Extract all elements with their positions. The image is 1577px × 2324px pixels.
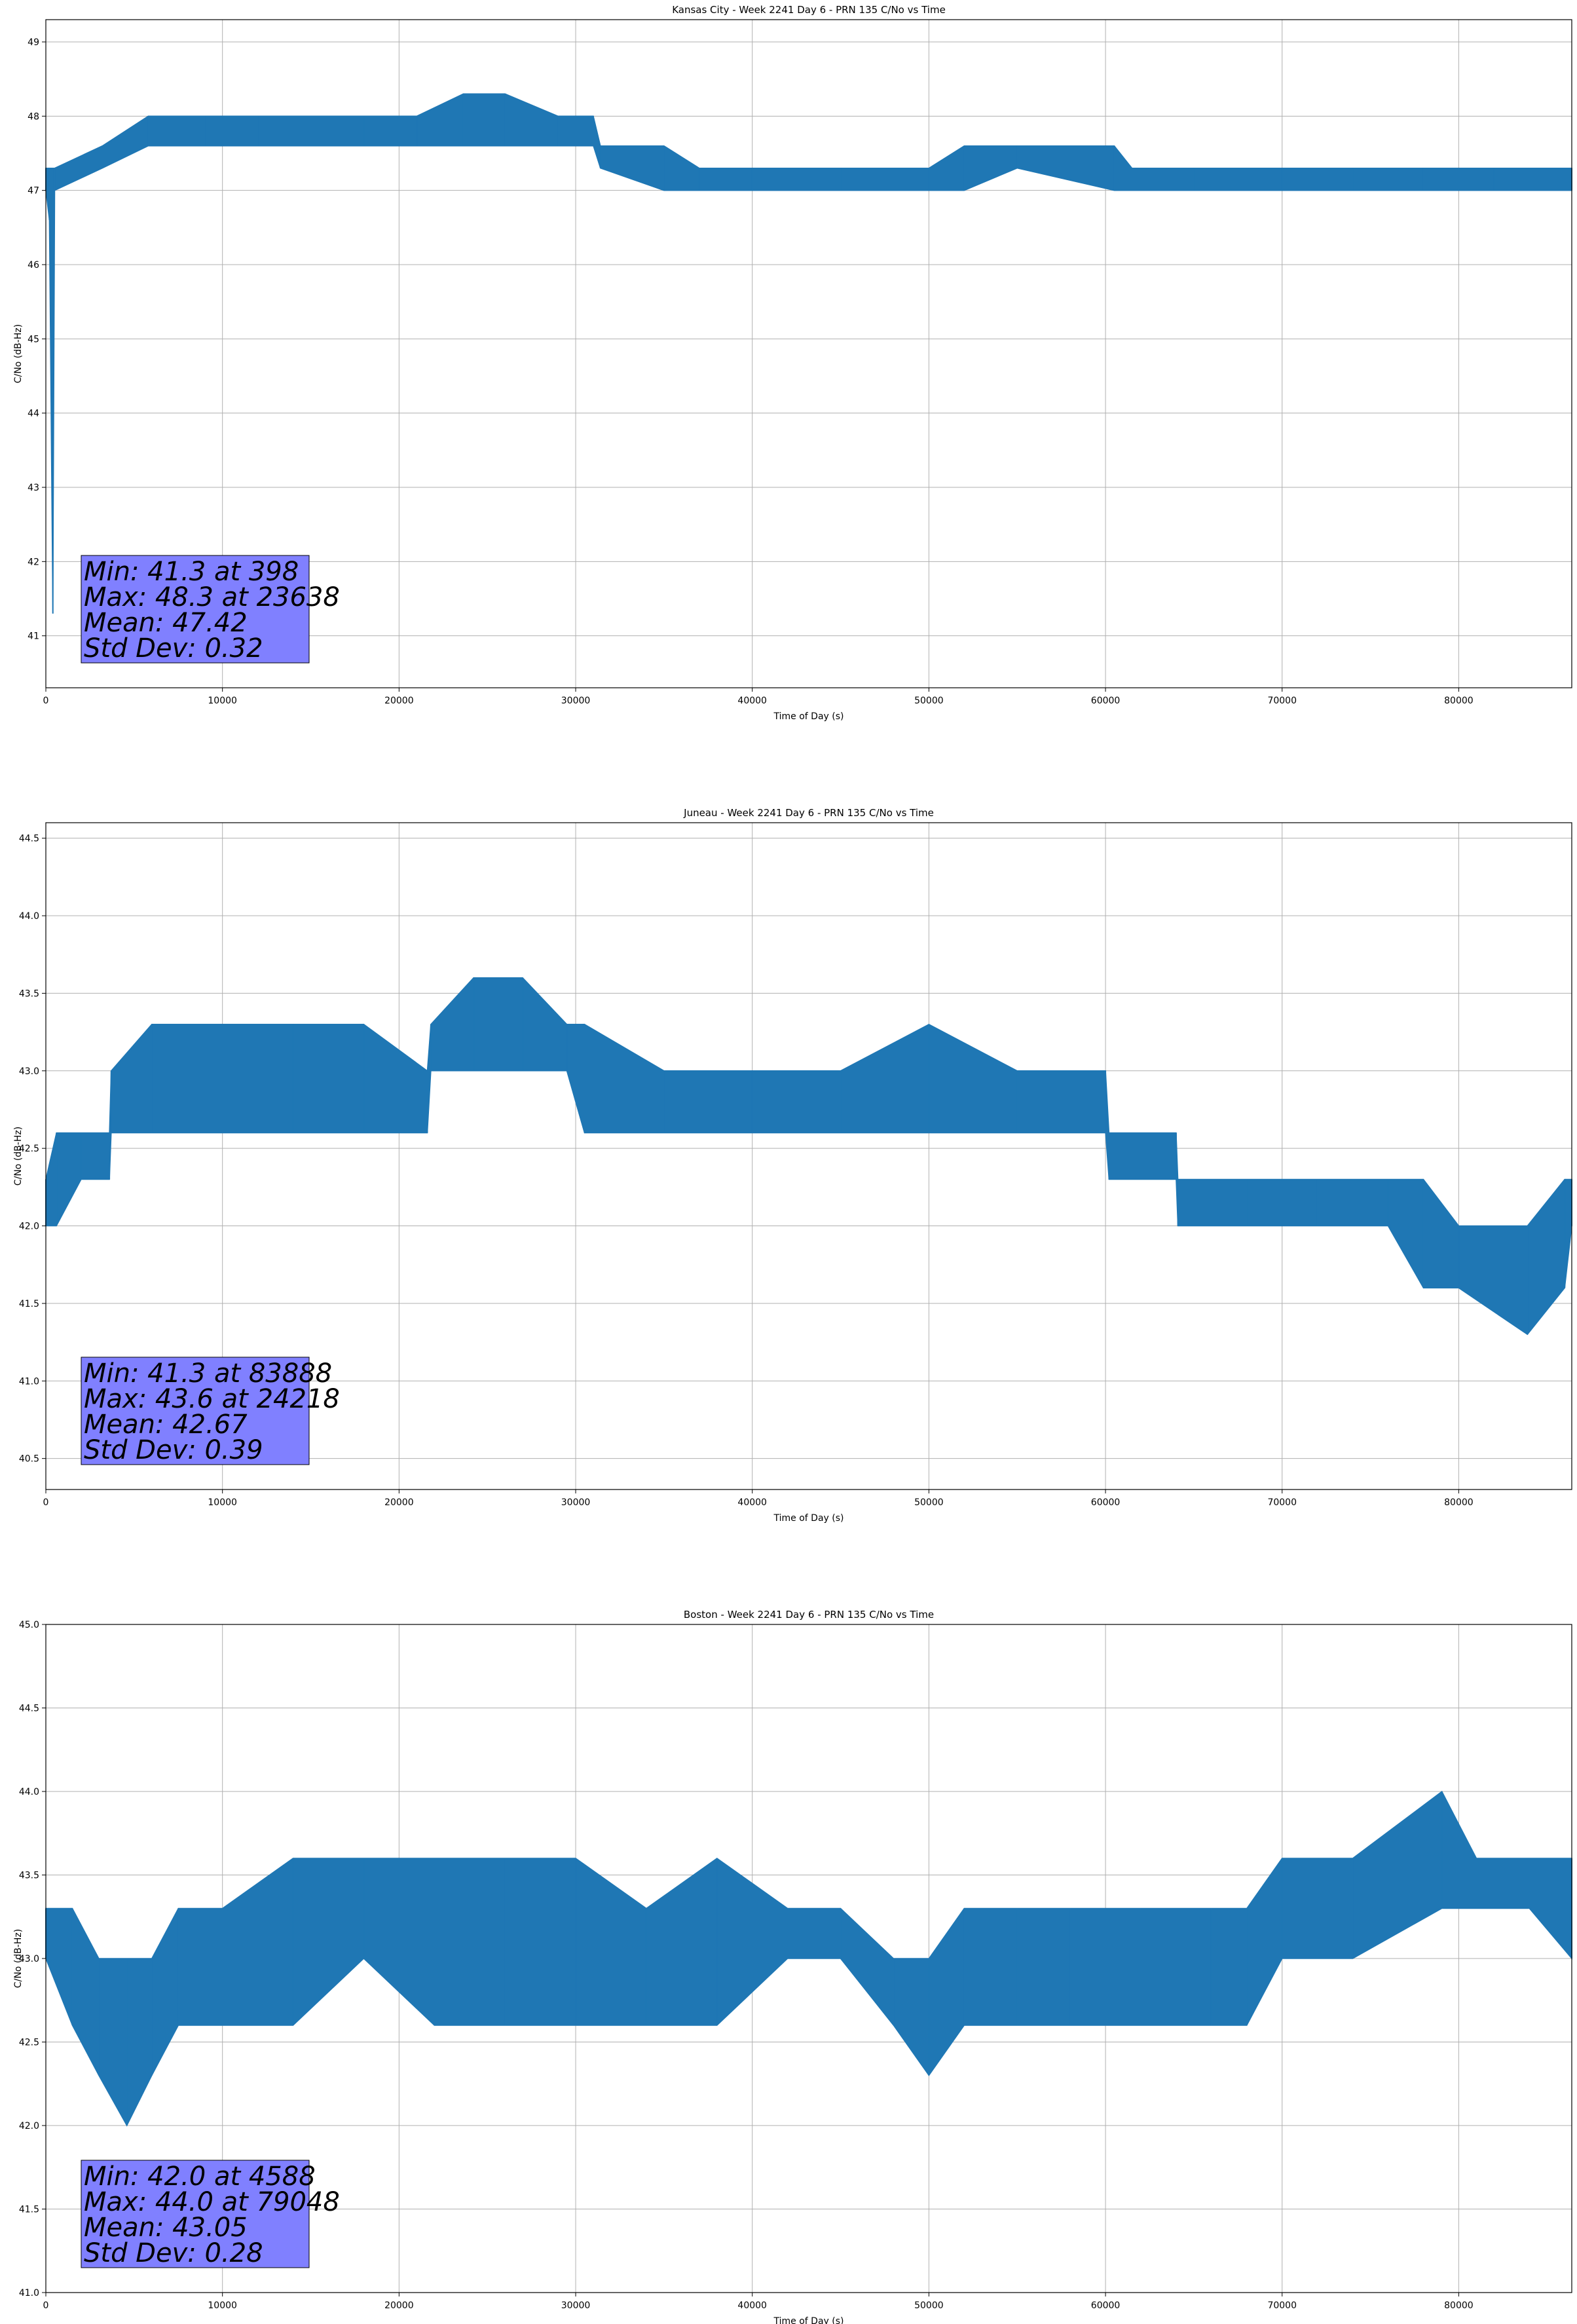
- x-tick-label: 20000: [384, 1497, 414, 1508]
- y-tick-label: 41.0: [19, 1376, 39, 1387]
- plot-frame: [45, 19, 1572, 688]
- y-tick-label: 44.0: [19, 911, 39, 922]
- x-tick-label: 70000: [1267, 2300, 1297, 2311]
- x-tick-label: 20000: [384, 696, 414, 706]
- stats-box: [81, 1357, 310, 1465]
- y-tick-label: 42.0: [19, 1222, 39, 1232]
- y-tick-label: 41.5: [19, 1299, 39, 1309]
- stats-max: Max: 44.0 at 79048: [84, 2187, 340, 2217]
- series-band: [45, 1790, 1572, 2127]
- chart-title: Kansas City - Week 2241 Day 6 - PRN 135 …: [672, 4, 946, 16]
- stats-mean: Mean: 47.42: [84, 608, 248, 638]
- y-tick-label: 48: [28, 111, 39, 122]
- stats-std: Std Dev: 0.32: [84, 633, 263, 664]
- x-tick-label: 80000: [1444, 2300, 1474, 2311]
- y-tick-label: 40.5: [19, 1454, 39, 1465]
- y-axis-label: C/No (dB-Hz): [13, 1127, 24, 1186]
- series-band: [45, 93, 1572, 614]
- y-tick-label: 44: [28, 409, 39, 419]
- x-tick-label: 40000: [737, 1497, 767, 1508]
- x-tick-label: 70000: [1267, 1497, 1297, 1508]
- stats-max: Max: 43.6 at 24218: [84, 1384, 340, 1414]
- y-tick-label: 42.0: [19, 2121, 39, 2131]
- x-tick-label: 0: [43, 1497, 49, 1508]
- y-tick-label: 43.0: [19, 1954, 39, 1964]
- x-tick-label: 50000: [914, 1497, 944, 1508]
- y-tick-label: 46: [28, 260, 39, 271]
- x-tick-label: 80000: [1444, 1497, 1474, 1508]
- x-tick-label: 50000: [914, 2300, 944, 2311]
- y-tick-label: 49: [28, 37, 39, 48]
- x-tick-label: 70000: [1267, 696, 1297, 706]
- x-tick-label: 60000: [1091, 1497, 1121, 1508]
- x-axis-label: Time of Day (s): [773, 1513, 844, 1524]
- stats-max: Max: 48.3 at 23638: [84, 582, 340, 612]
- stats-std: Std Dev: 0.28: [84, 2238, 263, 2268]
- x-axis-label: Time of Day (s): [773, 711, 844, 722]
- stats-mean: Mean: 42.67: [84, 1410, 248, 1440]
- x-tick-label: 30000: [561, 1497, 591, 1508]
- y-tick-label: 45.0: [19, 1620, 39, 1630]
- y-tick-label: 43: [28, 483, 39, 493]
- chart-title: Juneau - Week 2241 Day 6 - PRN 135 C/No …: [683, 807, 934, 819]
- x-tick-label: 0: [43, 2300, 49, 2311]
- x-tick-label: 10000: [208, 2300, 237, 2311]
- y-tick-label: 47: [28, 186, 39, 197]
- y-tick-label: 44.0: [19, 1787, 39, 1797]
- x-tick-label: 10000: [208, 1497, 237, 1508]
- y-tick-label: 42: [28, 557, 39, 567]
- y-tick-label: 41.0: [19, 2288, 39, 2298]
- stats-min: Min: 41.3 at 83888: [84, 1359, 332, 1389]
- x-axis-label: Time of Day (s): [773, 2316, 844, 2324]
- x-tick-label: 60000: [1091, 696, 1121, 706]
- y-tick-label: 44.5: [19, 1704, 39, 1714]
- stats-min: Min: 41.3 at 398: [84, 557, 299, 587]
- y-tick-label: 41.5: [19, 2205, 39, 2215]
- y-tick-label: 42.5: [19, 1144, 39, 1154]
- x-tick-label: 10000: [208, 696, 237, 706]
- x-tick-label: 40000: [737, 696, 767, 706]
- y-tick-label: 45: [28, 334, 39, 345]
- stats-box: [81, 555, 310, 664]
- y-tick-label: 41: [28, 631, 39, 642]
- stats-box: [81, 2160, 310, 2268]
- x-tick-label: 80000: [1444, 696, 1474, 706]
- x-tick-label: 0: [43, 696, 49, 706]
- stats-std: Std Dev: 0.39: [84, 1435, 263, 1465]
- stats-min: Min: 42.0 at 4588: [84, 2162, 316, 2192]
- x-tick-label: 30000: [561, 2300, 591, 2311]
- x-tick-label: 50000: [914, 696, 944, 706]
- x-tick-label: 60000: [1091, 2300, 1121, 2311]
- stats-mean: Mean: 43.05: [84, 2213, 248, 2243]
- y-axis-label: C/No (dB-Hz): [13, 324, 24, 383]
- x-tick-label: 20000: [384, 2300, 414, 2311]
- series-band: [45, 977, 1572, 1336]
- y-tick-label: 43.0: [19, 1066, 39, 1077]
- plot-frame: [45, 822, 1572, 1490]
- y-tick-label: 43.5: [19, 988, 39, 999]
- chart-panel-3: Boston - Week 2241 Day 6 - PRN 135 C/No …: [13, 1609, 1572, 2324]
- y-tick-label: 42.5: [19, 2038, 39, 2048]
- y-tick-label: 44.5: [19, 834, 39, 844]
- y-tick-label: 43.5: [19, 1871, 39, 1881]
- chart-panel-2: Juneau - Week 2241 Day 6 - PRN 135 C/No …: [13, 807, 1572, 1524]
- y-axis-label: C/No (dB-Hz): [13, 1929, 24, 1988]
- x-tick-label: 40000: [737, 2300, 767, 2311]
- x-tick-label: 30000: [561, 696, 591, 706]
- chart-panel-1: Kansas City - Week 2241 Day 6 - PRN 135 …: [13, 4, 1572, 722]
- chart-title: Boston - Week 2241 Day 6 - PRN 135 C/No …: [684, 1609, 934, 1621]
